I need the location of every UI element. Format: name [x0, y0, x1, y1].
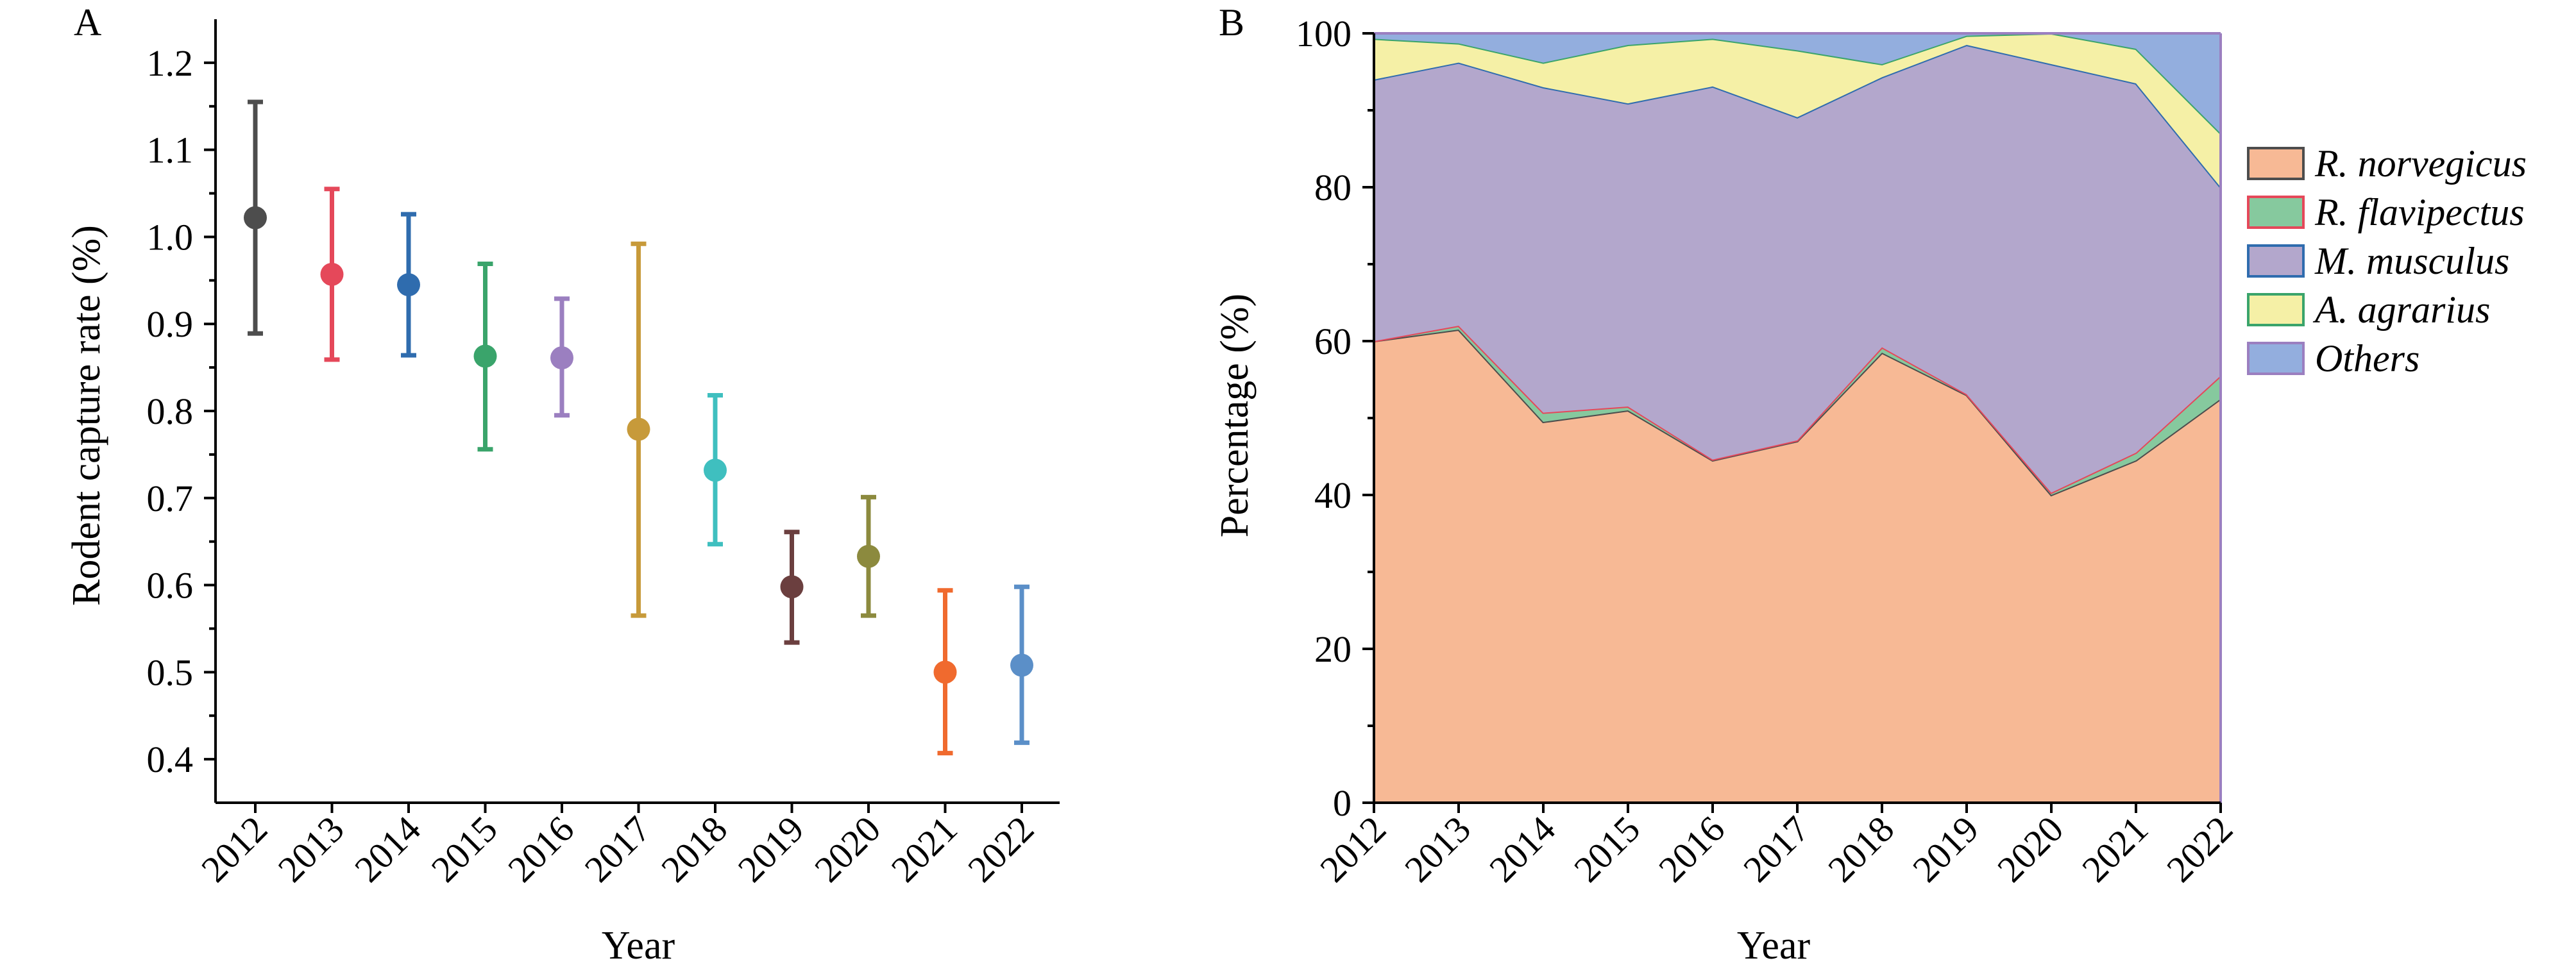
panel-b-x-axis-title: Year: [1737, 924, 1811, 968]
panel-b-x-tick-label: 2020: [1989, 808, 2071, 890]
panel-a-label: A: [74, 1, 101, 44]
panel-b-x-ticks: 2012 2013 2014 2015 2016 2017 2018 2019 2020 2021…: [1312, 803, 2241, 890]
panel-a-x-tick-label: 2018: [653, 808, 735, 890]
panel-a-y-tick-label: 1.0: [147, 216, 194, 258]
panel-b-stacked-areas: [1373, 31, 2222, 803]
panel-a-x-ticks: 2012201320142015201620172018201920202021…: [193, 803, 1042, 890]
mean-marker: [857, 544, 880, 568]
mean-marker: [1010, 653, 1033, 677]
panel-a-x-tick-label: 2015: [423, 808, 505, 890]
panel-a-y-tick-label: 1.1: [147, 130, 194, 171]
legend-label: M. musculus: [2314, 240, 2509, 282]
panel-a-y-tick-label: 0.5: [147, 651, 194, 693]
legend-swatch: [2247, 293, 2305, 326]
panel-a-point-2015: [473, 262, 497, 452]
panel-b-label: B: [1219, 1, 1244, 44]
mean-marker: [320, 262, 344, 286]
panel-b-x-tick-label: 2015: [1566, 808, 1648, 890]
panel-b-y-tick-label: 80: [1314, 167, 1352, 208]
panel-a-x-tick-label: 2016: [500, 808, 582, 890]
legend-item-0: R. norvegicus: [2247, 142, 2527, 185]
panel-b-x-tick-label: 2013: [1396, 808, 1479, 890]
legend-item-1: R. flavipectus: [2247, 191, 2525, 233]
panel-b-x-tick-label: 2021: [2074, 808, 2156, 890]
mean-marker: [473, 344, 497, 368]
panel-a-x-tick-label: 2012: [193, 808, 275, 890]
panel-a-x-tick-label: 2020: [806, 808, 888, 890]
panel-a-point-2018: [704, 393, 727, 547]
panel-b-y-axis-title: Percentage (%): [1213, 294, 1257, 537]
mean-marker: [704, 458, 727, 482]
panel-a-x-tick-label: 2014: [346, 808, 428, 890]
panel-b-x-tick-label: 2019: [1904, 808, 1987, 890]
panel-b-y-tick-label: 20: [1314, 628, 1352, 670]
mean-marker: [244, 206, 267, 230]
panel-a-x-tick-label: 2019: [730, 808, 812, 890]
panel-a-point-2016: [550, 296, 573, 418]
area-series-4: [1374, 32, 2221, 133]
panel-b-y-ticks: 0 20 40 60 80 100: [1296, 13, 1374, 824]
panel-a-point-2012: [244, 99, 267, 336]
panel-b-x-tick-label: 2018: [1820, 808, 1902, 890]
legend-swatch: [2247, 147, 2305, 180]
panel-b-x-tick-label: 2017: [1735, 808, 1817, 890]
legend-item-4: Others: [2247, 337, 2419, 380]
panel-a-x-tick-label: 2017: [577, 808, 659, 890]
area-fill: [1374, 45, 2221, 493]
legend-item-2: M. musculus: [2247, 240, 2509, 282]
panel-a-x-axis-title: Year: [602, 924, 675, 968]
panel-b-x-tick-label: 2022: [2158, 808, 2241, 890]
panel-a-point-2022: [1010, 584, 1033, 745]
panel-a-data-marks: [244, 99, 1033, 756]
panel-a-capture-rate-chart: A 0.40.50.60.70.80.91.01.11.2 2012201320…: [65, 1, 1060, 968]
mean-marker: [550, 346, 573, 370]
panel-a-point-2013: [320, 187, 344, 362]
panel-a-y-tick-label: 0.8: [147, 390, 194, 432]
legend-swatch: [2247, 244, 2305, 278]
legend-label: A. agrarius: [2312, 289, 2490, 331]
panel-a-x-tick-label: 2021: [883, 808, 965, 890]
panel-a-y-tick-label: 0.6: [147, 565, 194, 607]
mean-marker: [397, 273, 420, 297]
panel-b-y-tick-label: 0: [1333, 782, 1352, 824]
panel-b-x-tick-label: 2014: [1481, 808, 1563, 890]
panel-a-point-2019: [780, 530, 804, 645]
panel-b-x-tick-label: 2016: [1650, 808, 1733, 890]
panel-a-y-tick-label: 0.9: [147, 303, 194, 345]
legend-label: R. flavipectus: [2314, 191, 2525, 233]
panel-a-point-2014: [397, 212, 420, 358]
panel-a-x-tick-label: 2013: [270, 808, 352, 890]
area-fill: [1374, 33, 2221, 187]
panel-a-y-axis-title: Rodent capture rate (%): [65, 225, 108, 606]
panel-b-y-tick-label: 60: [1314, 321, 1352, 362]
legend-swatch: [2247, 342, 2305, 375]
panel-b-y-tick-label: 100: [1296, 13, 1352, 54]
legend-label: Others: [2315, 337, 2419, 380]
area-fill: [1374, 33, 2221, 133]
panel-a-point-2021: [933, 588, 957, 756]
legend-label: R. norvegicus: [2314, 142, 2527, 185]
legend-item-3: A. agrarius: [2247, 289, 2490, 331]
panel-b-x-tick-label: 2012: [1312, 808, 1394, 890]
mean-marker: [780, 575, 804, 599]
mean-marker: [933, 660, 957, 684]
panel-a-y-tick-label: 1.2: [147, 42, 194, 84]
area-fill: [1374, 330, 2221, 803]
panel-a-point-2017: [627, 241, 650, 618]
mean-marker: [627, 417, 650, 441]
panel-b-legend: R. norvegicus R. flavipectus M. musculus A.…: [2247, 142, 2527, 380]
panel-a-x-tick-label: 2022: [960, 808, 1042, 890]
panel-a-y-tick-label: 0.7: [147, 478, 194, 519]
panel-a-point-2020: [857, 494, 880, 618]
panel-a-y-tick-label: 0.4: [147, 739, 194, 780]
legend-swatch: [2247, 196, 2305, 229]
panel-a-y-ticks: 0.4 0.5 0.6 0.7 0.8 0.9 1.0 1.1 1.2: [147, 42, 216, 780]
panel-b-y-tick-label: 40: [1314, 474, 1352, 516]
